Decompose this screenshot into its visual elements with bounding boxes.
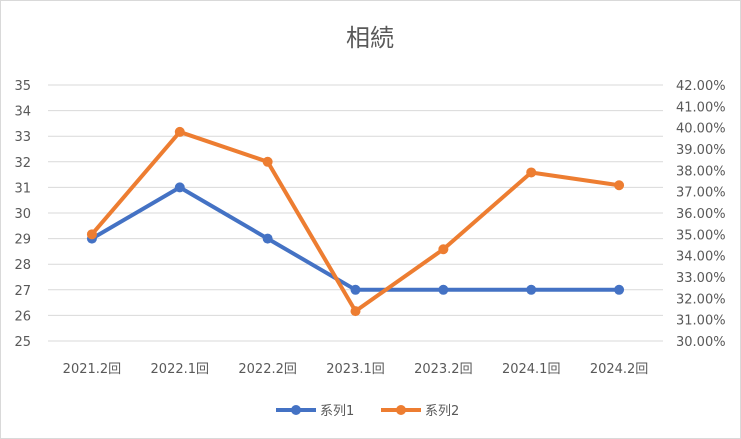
series-layer [86,126,625,317]
x-tick-label: 2021.2回 [63,362,122,377]
left-tick-label: 27 [14,284,31,299]
data-point [614,284,625,295]
data-point [262,156,273,167]
x-tick-label: 2022.1回 [151,362,210,377]
data-point [526,167,537,178]
data-point [350,306,361,317]
right-tick-label: 31.00% [676,314,726,329]
data-point [614,180,625,191]
data-point [262,233,273,244]
right-tick-label: 33.00% [676,271,726,286]
chart-title: 相続 [346,24,394,52]
right-tick-label: 40.00% [676,122,726,137]
legend: 系列1 系列2 [276,404,459,419]
left-tick-label: 33 [14,130,31,145]
series-line [89,129,622,314]
series-2 [86,126,625,317]
left-tick-label: 32 [14,156,31,171]
x-tick-label: 2023.1回 [326,362,385,377]
data-point [438,284,449,295]
gridlines [48,84,663,342]
left-tick-label: 29 [14,233,31,248]
left-tick-label: 35 [14,79,31,94]
data-point [526,284,537,295]
data-point [438,244,449,255]
right-tick-label: 34.00% [676,250,726,265]
right-tick-label: 32.00% [676,292,726,307]
right-tick-label: 37.00% [676,186,726,201]
left-tick-label: 26 [14,309,31,324]
right-tick-label: 42.00% [676,79,726,94]
legend-label: 系列1 [320,404,354,419]
right-axis-ticks: 30.00% 31.00% 32.00% 33.00% 34.00% 35.00% 36.0… [676,79,726,350]
right-tick-label: 36.00% [676,207,726,222]
data-point [86,229,97,240]
x-tick-label: 2023.2回 [414,362,473,377]
legend-marker [396,405,406,415]
left-tick-label: 34 [14,105,31,120]
right-tick-label: 39.00% [676,143,726,158]
legend-label: 系列2 [425,404,459,419]
x-tick-label: 2022.2回 [238,362,297,377]
left-tick-label: 30 [14,207,31,222]
left-axis-ticks: 25 26 27 28 29 30 31 32 33 34 35 [14,79,31,350]
data-point [174,182,185,193]
x-axis-ticks: 2021.2回 2022.1回 2022.2回 2023.1回 2023.2回 2024.… [63,362,649,377]
x-tick-label: 2024.1回 [502,362,561,377]
data-point [174,126,185,137]
right-tick-label: 38.00% [676,164,726,179]
x-tick-label: 2024.2回 [590,362,649,377]
right-tick-label: 30.00% [676,335,726,350]
legend-entry: 系列1 [276,404,354,419]
legend-marker [291,405,301,415]
right-tick-label: 35.00% [676,228,726,243]
left-tick-label: 28 [14,258,31,273]
left-tick-label: 25 [14,335,31,350]
data-point [350,284,361,295]
left-tick-label: 31 [14,181,31,196]
legend-entry: 系列2 [381,404,459,419]
right-tick-label: 41.00% [676,100,726,115]
